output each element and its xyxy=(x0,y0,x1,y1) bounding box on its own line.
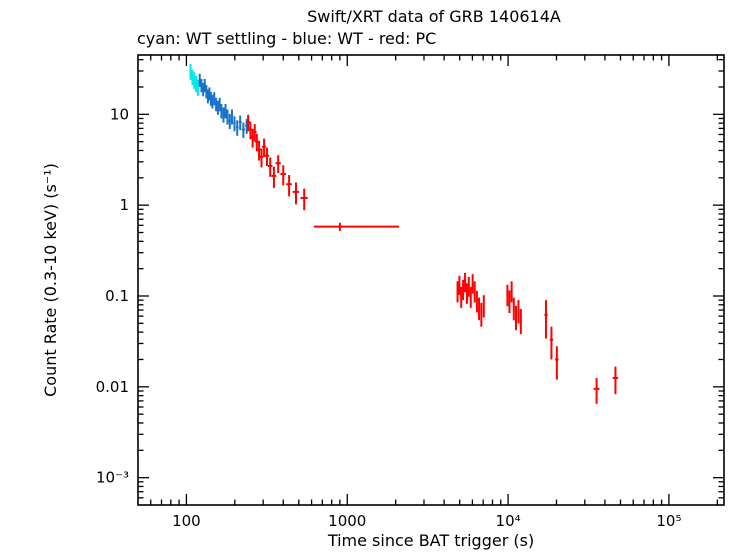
y-axis-label: Count Rate (0.3-10 keV) (s⁻¹) xyxy=(41,163,60,397)
series-pc xyxy=(246,114,619,404)
x-tick-label: 100 xyxy=(172,512,201,530)
chart-title: Swift/XRT data of GRB 140614A xyxy=(307,7,561,26)
y-tick-label: 10⁻³ xyxy=(96,469,129,487)
x-tick-label: 10⁵ xyxy=(656,512,681,530)
y-tick-label: 10 xyxy=(110,105,129,123)
x-tick-label: 10⁴ xyxy=(496,512,521,530)
plot-series xyxy=(189,63,619,404)
x-axis-label: Time since BAT trigger (s) xyxy=(327,531,534,550)
y-tick-label: 1 xyxy=(119,196,129,214)
y-tick-label: 0.01 xyxy=(96,378,129,396)
chart-subtitle: cyan: WT settling - blue: WT - red: PC xyxy=(137,29,436,48)
series-wt-settling xyxy=(189,63,199,96)
series-wt xyxy=(198,73,249,138)
x-tick-label: 1000 xyxy=(328,512,366,530)
plot-axes: 100 1000 10⁴ 10⁵ 10 1 0.1 0.01 10⁻³ xyxy=(96,54,725,530)
y-tick-label: 0.1 xyxy=(105,287,129,305)
